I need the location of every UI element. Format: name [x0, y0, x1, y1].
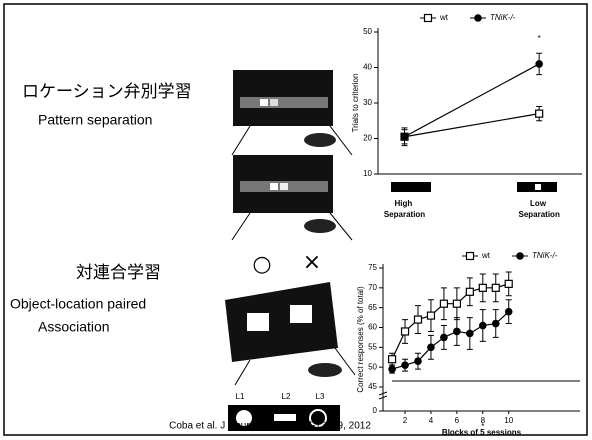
y-tick-label: 70 — [368, 283, 377, 292]
y-tick-label: 50 — [368, 362, 377, 371]
y-tick-label: 60 — [368, 323, 377, 332]
marker — [440, 333, 448, 342]
series-line — [404, 113, 540, 138]
marker — [413, 315, 423, 324]
marker — [474, 14, 482, 22]
marker — [504, 307, 513, 316]
y-tick-label: 40 — [363, 63, 372, 72]
y-tick-label: 65 — [368, 303, 377, 312]
x-tick-label: 2 — [403, 416, 408, 425]
y-tick-label: 10 — [363, 169, 372, 178]
section-title: ロケーション弁別学習 — [22, 82, 192, 102]
section-title: 対連合学習 — [76, 263, 161, 283]
legend-label: TNiK-/- — [532, 251, 558, 260]
citation: Coba et al. J Neurosci 32:13987-13999, 2… — [169, 421, 371, 432]
marker — [414, 357, 422, 366]
x-tick-label: 4 — [429, 416, 434, 425]
marker — [535, 60, 543, 68]
symbol: ○ — [252, 252, 271, 277]
series-line — [391, 283, 509, 360]
y-tick-label: 0 — [373, 406, 378, 415]
location-label: L1 — [236, 392, 245, 401]
marker — [387, 355, 397, 364]
marker — [465, 287, 474, 296]
annotation: * — [481, 422, 484, 431]
section-subtitle: Object-location paired — [10, 296, 146, 312]
x-tick-label: 8 — [481, 416, 486, 425]
axis-break — [378, 391, 388, 400]
y-tick-label: 45 — [368, 382, 377, 391]
illustration — [225, 70, 557, 431]
y-axis-label: Correct responses (% of total) — [356, 286, 365, 393]
marker — [400, 327, 410, 336]
marker — [401, 361, 409, 369]
series-line — [404, 63, 540, 138]
x-tick-label: 10 — [504, 416, 513, 425]
marker — [478, 321, 487, 330]
marker — [439, 299, 449, 308]
marker — [426, 311, 436, 320]
marker — [452, 299, 461, 308]
slide-frame — [3, 3, 588, 436]
legend-label: wt — [481, 251, 491, 260]
marker — [427, 343, 435, 352]
y-tick-label: 20 — [363, 134, 372, 143]
marker — [504, 279, 513, 288]
legend-label: TNiK-/- — [490, 13, 516, 22]
x-tick-label: High Separation — [384, 199, 425, 219]
y-axis-label: Trials to criterion — [351, 74, 360, 133]
series-line — [391, 311, 510, 370]
x-tick-label: Low Separation — [518, 199, 559, 219]
x-tick-label: 6 — [455, 416, 460, 425]
y-tick-label: 55 — [368, 342, 377, 351]
marker — [491, 283, 500, 292]
marker — [453, 327, 461, 336]
marker — [400, 132, 409, 141]
marker — [388, 365, 396, 373]
marker — [465, 251, 475, 261]
marker — [491, 319, 500, 328]
section-subtitle: Pattern separation — [38, 112, 152, 128]
location-label: L2 — [282, 392, 291, 401]
section-subtitle: Association — [38, 319, 110, 335]
x-axis-label: Blocks of 5 sessions — [442, 428, 522, 437]
y-tick-label: 50 — [363, 27, 372, 36]
marker — [535, 109, 544, 118]
marker — [466, 329, 474, 338]
marker — [478, 283, 487, 292]
annotation: * — [538, 34, 541, 43]
y-tick-label: 75 — [368, 263, 377, 272]
y-tick-label: 30 — [363, 98, 372, 107]
location-label: L3 — [316, 392, 325, 401]
marker — [516, 252, 524, 260]
marker — [423, 13, 433, 23]
symbol: × — [303, 250, 321, 275]
legend-label: wt — [439, 13, 449, 22]
